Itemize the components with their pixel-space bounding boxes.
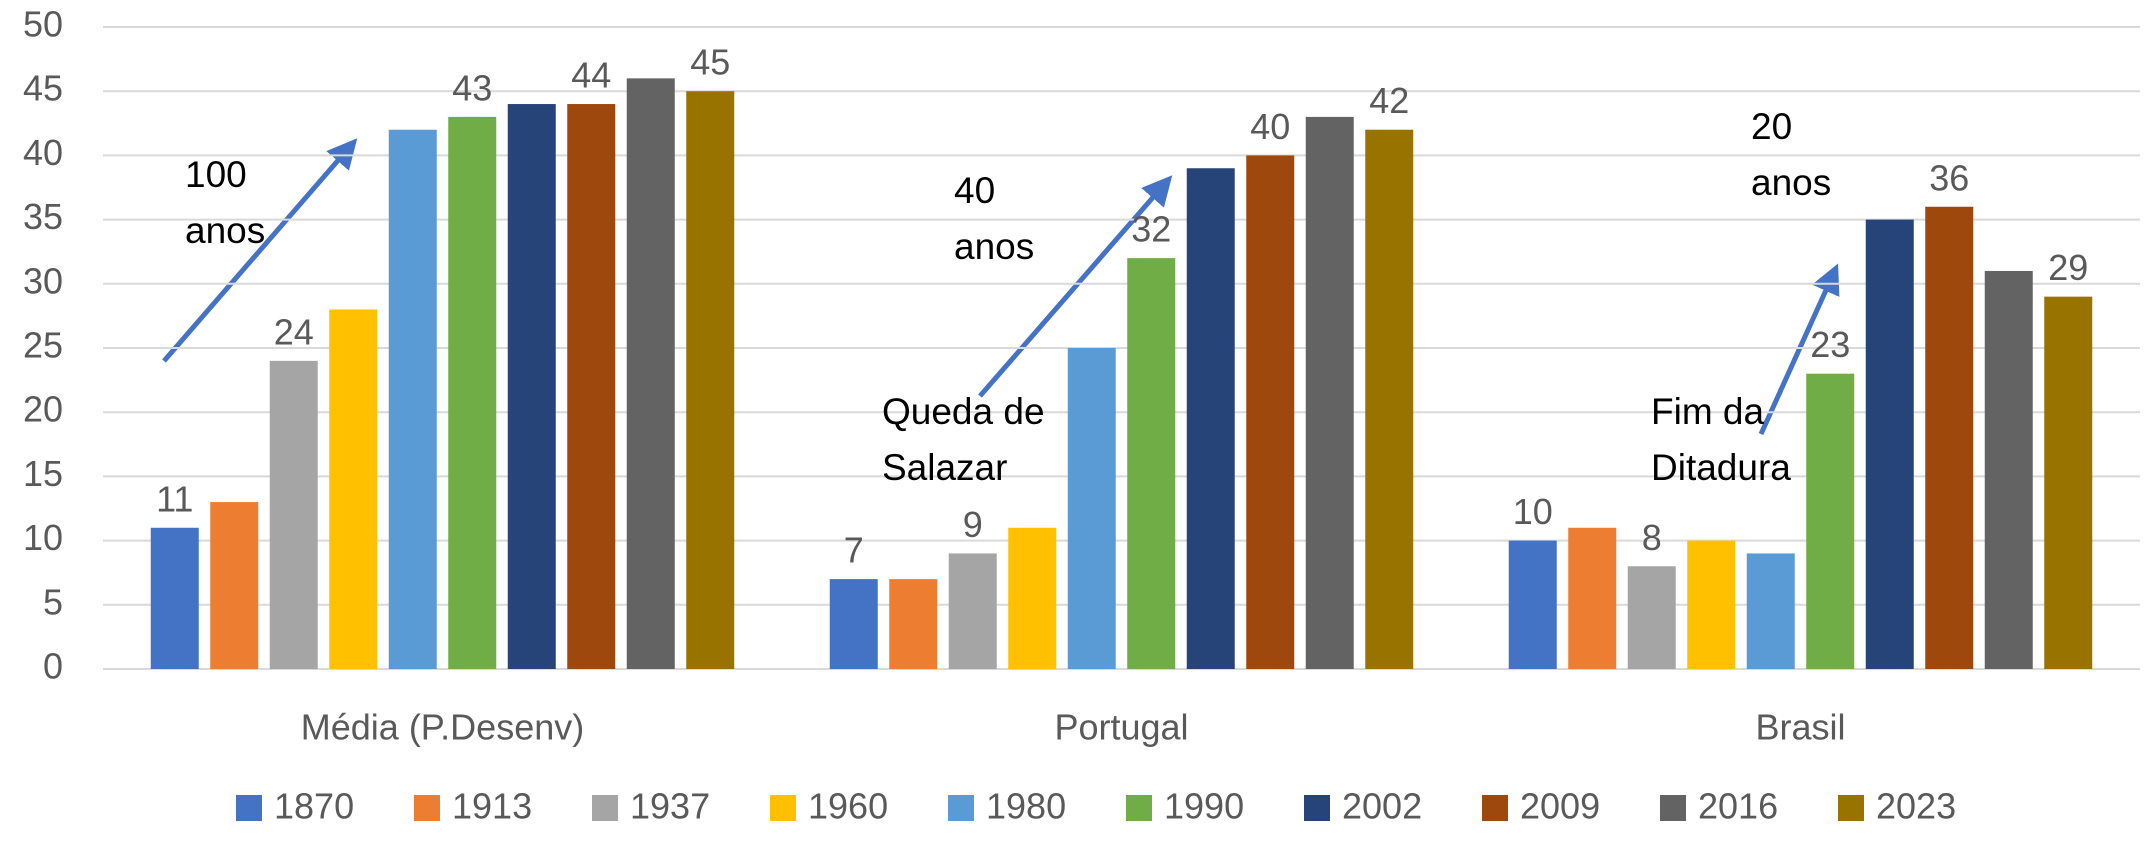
bar (686, 91, 735, 669)
legend-swatch (592, 795, 618, 821)
annotation: Queda de (882, 391, 1045, 432)
annotation: Salazar (882, 447, 1007, 488)
bar (269, 360, 318, 669)
data-label: 42 (1369, 80, 1409, 121)
y-tick-label: 10 (23, 517, 63, 558)
legend-label: 2009 (1520, 786, 1600, 827)
annotation: Fim da (1651, 391, 1765, 432)
legend-swatch (1838, 795, 1864, 821)
bar (1627, 566, 1676, 669)
bar (329, 309, 378, 669)
annotation: Ditadura (1651, 447, 1791, 488)
y-tick-label: 0 (43, 646, 63, 687)
legend-swatch (948, 795, 974, 821)
arrow (162, 138, 358, 363)
data-label: 43 (452, 67, 492, 108)
bar (1008, 527, 1057, 669)
legend-label: 2002 (1342, 786, 1422, 827)
bar (889, 579, 938, 669)
bar (448, 116, 497, 669)
bar (210, 502, 259, 669)
data-label: 44 (571, 55, 611, 96)
bar (948, 553, 997, 669)
data-label: 8 (1642, 517, 1662, 558)
x-tick-label: Média (P.Desenv) (301, 707, 584, 748)
bar (388, 129, 437, 670)
bar (1865, 219, 1914, 669)
x-tick-label: Brasil (1755, 707, 1845, 748)
bar (1925, 206, 1974, 669)
bar (1305, 116, 1354, 669)
y-tick-label: 25 (23, 325, 63, 366)
bar (1508, 540, 1557, 669)
y-tick-label: 5 (43, 581, 63, 622)
data-label: 40 (1250, 106, 1290, 147)
legend-label: 1870 (274, 786, 354, 827)
data-label: 24 (274, 311, 314, 352)
data-label: 9 (963, 504, 983, 545)
bar (1568, 527, 1617, 669)
data-label: 10 (1513, 491, 1553, 532)
bar (829, 579, 878, 669)
annotation: 100 (185, 154, 247, 195)
data-label: 36 (1929, 157, 1969, 198)
legend-label: 1980 (986, 786, 1066, 827)
data-label: 32 (1131, 209, 1171, 250)
legend-swatch (770, 795, 796, 821)
y-tick-label: 35 (23, 196, 63, 237)
legend-label: 2016 (1698, 786, 1778, 827)
legend-label: 1960 (808, 786, 888, 827)
bar (1365, 129, 1414, 670)
y-tick-label: 50 (23, 4, 63, 45)
bar (1067, 348, 1116, 669)
legend-swatch (1126, 795, 1152, 821)
data-label: 29 (2048, 247, 2088, 288)
arrow (978, 175, 1173, 398)
bar (1806, 373, 1855, 669)
bar (1186, 168, 1235, 670)
bar (1246, 155, 1295, 669)
annotation: anos (185, 210, 265, 251)
legend-swatch (1304, 795, 1330, 821)
annotation: anos (954, 226, 1034, 267)
bar (507, 104, 556, 670)
y-tick-label: 20 (23, 389, 63, 430)
y-tick-label: 40 (23, 132, 63, 173)
legend-label: 1937 (630, 786, 710, 827)
annotation: anos (1751, 162, 1831, 203)
bar (150, 527, 199, 669)
data-label: 45 (690, 42, 730, 83)
x-tick-label: Portugal (1054, 707, 1188, 748)
bar (1687, 540, 1736, 669)
legend-swatch (1660, 795, 1686, 821)
bar (567, 104, 616, 670)
y-tick-label: 30 (23, 260, 63, 301)
annotation: 20 (1751, 106, 1792, 147)
bar (2044, 296, 2093, 669)
y-tick-label: 15 (23, 453, 63, 494)
y-tick-label: 45 (23, 68, 63, 109)
bar (626, 78, 675, 670)
data-label: 23 (1810, 324, 1850, 365)
data-label: 7 (844, 530, 864, 571)
legend-swatch (1482, 795, 1508, 821)
bar (1127, 258, 1176, 669)
bar (1746, 553, 1795, 669)
legend-label: 1990 (1164, 786, 1244, 827)
data-label: 11 (156, 478, 193, 519)
arrows (162, 138, 1840, 436)
bar (1984, 270, 2033, 669)
legend-swatch (236, 795, 262, 821)
legend-label: 2023 (1876, 786, 1956, 827)
arrow (1758, 263, 1840, 436)
annotation: 40 (954, 170, 995, 211)
legend-label: 1913 (452, 786, 532, 827)
legend-swatch (414, 795, 440, 821)
